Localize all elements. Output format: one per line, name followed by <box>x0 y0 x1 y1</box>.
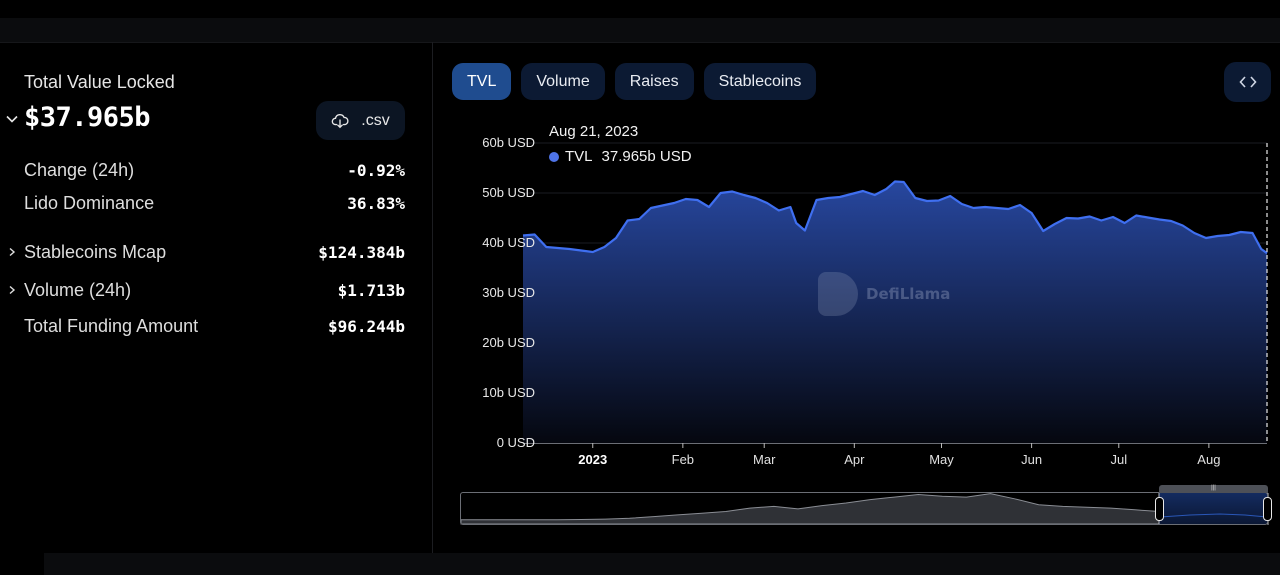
tab-stablecoins[interactable]: Stablecoins <box>703 63 817 100</box>
tvl-label: Total Value Locked <box>24 72 175 92</box>
stat-label: Lido Dominance <box>24 192 155 213</box>
stat-value: $124.384b <box>318 242 405 262</box>
summary-panel: Total Value Locked $37.965b .csv Change … <box>0 42 432 553</box>
csv-label: .csv <box>361 111 390 129</box>
tab-tvl[interactable]: TVL <box>452 63 512 100</box>
stat-label: Stablecoins Mcap <box>24 241 167 262</box>
stat-value: $96.244b <box>327 316 405 336</box>
stat-label: Total Funding Amount <box>24 315 199 336</box>
stat-label: Change (24h) <box>24 159 135 180</box>
code-brackets-icon <box>1238 76 1257 88</box>
chart-tabs: TVL Volume Raises Stablecoins <box>452 63 817 100</box>
stat-lido-dominance: Lido Dominance 36.83% <box>0 191 405 215</box>
tvl-value: $37.965b <box>24 102 151 133</box>
stat-stablecoins-mcap[interactable]: Stablecoins Mcap $124.384b <box>0 240 405 264</box>
stat-value: $1.713b <box>337 280 405 300</box>
stat-change-24h: Change (24h) -0.92% <box>0 158 405 182</box>
range-slider-right-handle[interactable] <box>1263 497 1272 521</box>
cloud-download-icon <box>332 113 349 128</box>
download-csv-button[interactable]: .csv <box>316 101 405 140</box>
stat-label: Volume (24h) <box>24 279 132 300</box>
chevron-down-icon[interactable] <box>5 112 19 126</box>
stat-value: -0.92% <box>347 160 405 180</box>
chevron-right-icon <box>9 285 16 295</box>
chevron-right-icon <box>9 247 16 257</box>
top-band <box>0 18 1280 42</box>
stat-value: 36.83% <box>347 193 405 213</box>
tab-volume[interactable]: Volume <box>521 63 605 100</box>
tab-raises[interactable]: Raises <box>614 63 694 100</box>
stat-total-funding: Total Funding Amount $96.244b <box>0 314 405 338</box>
range-slider-drag-bar[interactable] <box>1159 485 1268 493</box>
bottom-band <box>44 553 1280 575</box>
embed-button[interactable] <box>1224 62 1271 102</box>
range-slider[interactable] <box>460 492 1268 525</box>
panel-divider <box>432 42 433 553</box>
range-slider-left-handle[interactable] <box>1155 497 1164 521</box>
stat-volume-24h[interactable]: Volume (24h) $1.713b <box>0 278 405 302</box>
grip-icon: ||| <box>1211 485 1216 491</box>
